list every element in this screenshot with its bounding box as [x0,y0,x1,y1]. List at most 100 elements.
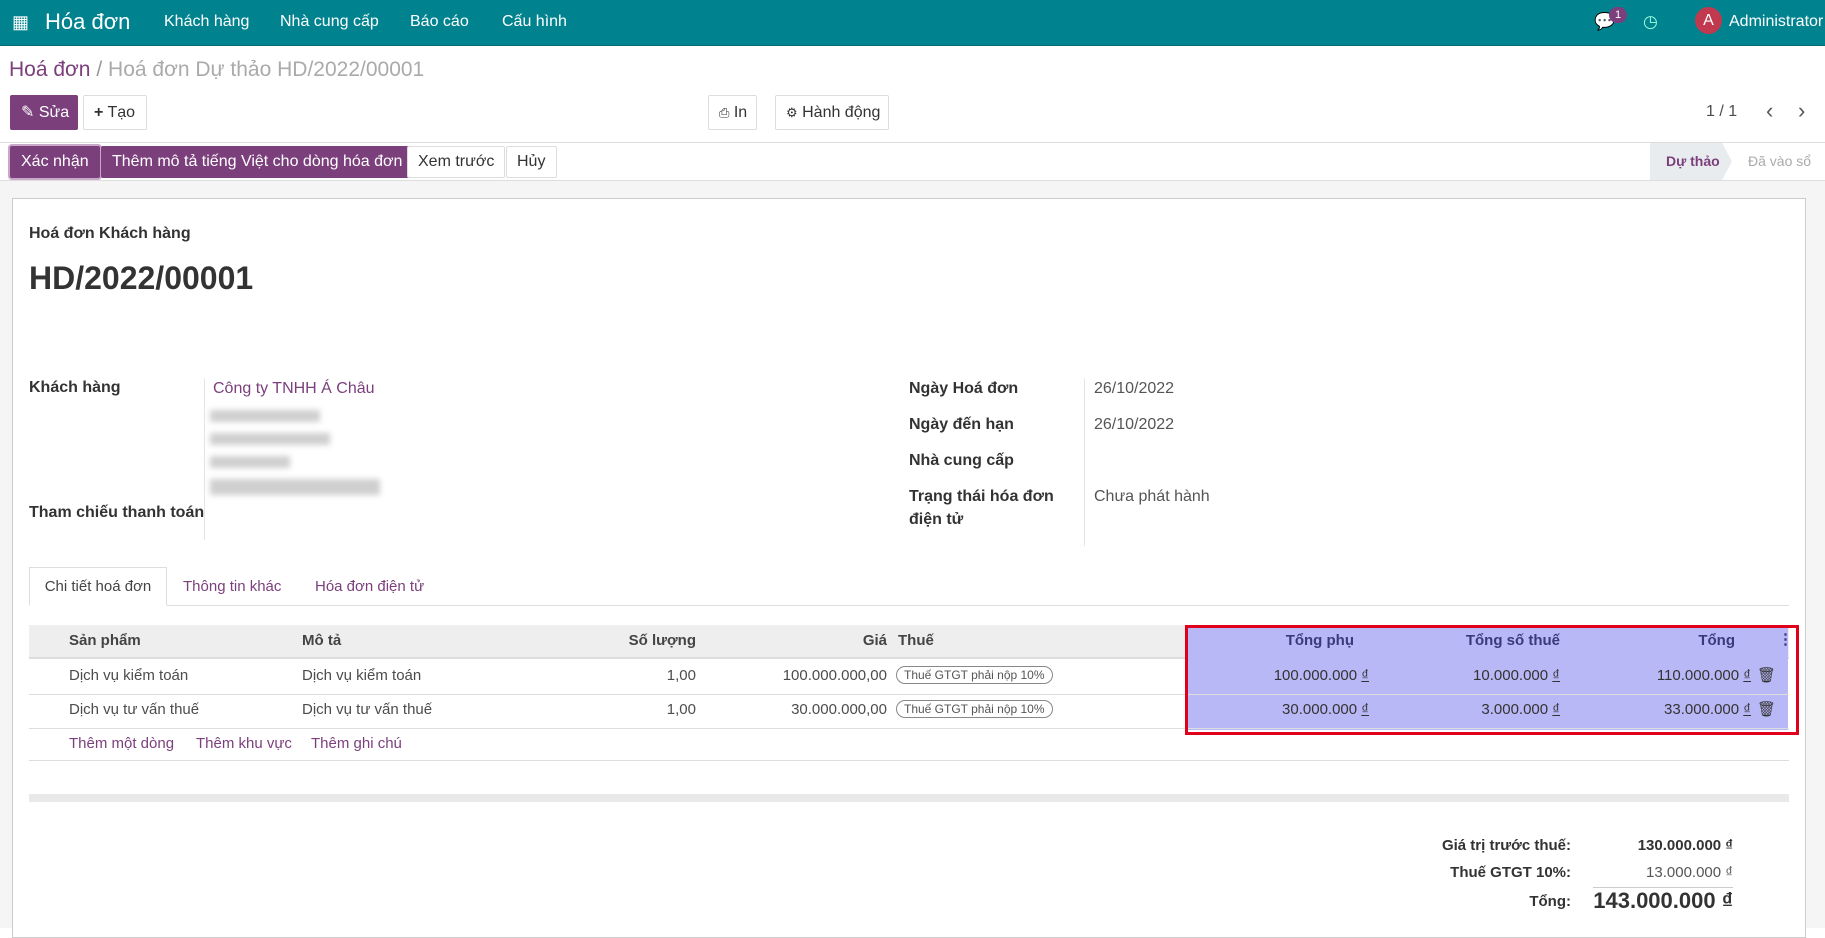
column-options-icon[interactable]: ⋮ [1778,631,1793,648]
cell-price: 100.000.000,00 [782,667,887,684]
print-button[interactable]: ⎙ In [708,95,757,130]
chat-icon[interactable]: 💬 [1594,12,1616,31]
highlight-box [1185,625,1799,735]
create-button[interactable]: + Tạo [83,95,147,130]
header-description[interactable]: Mô tả [302,632,342,649]
cell-price: 30.000.000,00 [791,701,887,718]
trash-icon[interactable]: 🗑 [1757,667,1777,684]
header-total[interactable]: Tổng [1698,632,1735,649]
avatar[interactable]: A [1695,7,1722,34]
cell-total: 110.000.000 ₫ [1656,667,1751,684]
tab-invoice-lines[interactable]: Chi tiết hoá đơn [29,567,167,606]
print-label: In [733,104,748,121]
header-product[interactable]: Sản phẩm [69,632,141,649]
breadcrumb-parent[interactable]: Hoá đơn [9,58,91,81]
header-tax-amount[interactable]: Tổng số thuế [1465,632,1560,649]
menu-khach-hang[interactable]: Khách hàng [164,13,250,30]
tab-e-invoice[interactable]: Hóa đơn điện tử [315,578,425,595]
total-amount: 143.000.000 ₫ [1593,887,1733,913]
pencil-icon: ✎ [21,104,35,121]
header-quantity[interactable]: Số lượng [628,632,696,649]
print-icon: ⎙ [719,105,730,120]
breadcrumb-current: Hoá đơn Dự thảo HD/2022/00001 [108,58,425,81]
row-divider [29,728,1789,729]
plus-icon: + [94,104,104,121]
preview-button[interactable]: Xem trước [407,146,506,178]
edit-label: Sửa [38,104,70,121]
einvoice-status-label: Trạng thái hóa đơn [909,488,1054,505]
cell-description: Dịch vụ tư vấn thuế [302,701,433,718]
customer-link[interactable]: Công ty TNHH Á Châu [213,380,375,397]
field-separator [1084,378,1085,546]
customer-label: Khách hàng [29,379,121,396]
tabs-border [29,605,1789,606]
cancel-button[interactable]: Hủy [506,146,557,178]
add-vietnamese-description-button[interactable]: Thêm mô tả tiếng Việt cho dòng hóa đơn [101,146,414,178]
invoice-number: HD/2022/00001 [29,260,254,296]
menu-nha-cung-cap[interactable]: Nhà cung cấp [280,13,379,30]
action-button[interactable]: ⚙ Hành động [775,95,889,130]
supplier-label: Nhà cung cấp [909,452,1014,469]
top-navbar: ▦ Hóa đơn Khách hàng Nhà cung cấp Báo cá… [0,0,1825,46]
trash-icon[interactable]: 🗑 [1757,701,1777,718]
cell-description: Dịch vụ kiểm toán [302,667,422,684]
user-name[interactable]: Administrator [1729,13,1824,30]
header-price[interactable]: Giá [862,632,887,649]
tax-badge: Thuế GTGT phải nộp 10% [896,666,1053,684]
chat-count-badge: 1 [1609,7,1627,23]
vat-label: Thuế GTGT 10%: [1450,864,1571,881]
cell-tax-amount: 3.000.000 ₫ [1481,701,1560,718]
payment-reference-label: Tham chiếu thanh toán [29,504,205,521]
status-stage-posted[interactable]: Đã vào sổ [1748,153,1812,169]
tab-other-info[interactable]: Thông tin khác [183,578,282,595]
breadcrumb: Hoá đơn / Hoá đơn Dự thảo HD/2022/00001 [9,58,424,82]
tax-badge: Thuế GTGT phải nộp 10% [896,700,1053,718]
invoice-date-label: Ngày Hoá đơn [909,380,1019,397]
add-note-link[interactable]: Thêm ghi chú [311,735,402,752]
cell-subtotal: 30.000.000 ₫ [1282,701,1369,718]
create-label: Tạo [107,104,136,121]
untaxed-label: Giá trị trước thuế: [1441,837,1571,854]
einvoice-status-label-2: điện tử [909,511,964,528]
clock-icon[interactable]: ◷ [1643,12,1658,31]
cell-total: 33.000.000 ₫ [1664,701,1751,718]
add-section-link[interactable]: Thêm khu vực [196,735,292,752]
chevron-right-icon[interactable]: › [1798,98,1806,123]
status-stage-draft[interactable]: Dự thảo [1650,143,1732,180]
edit-button[interactable]: ✎ Sửa [10,95,78,130]
invoice-date-value[interactable]: 26/10/2022 [1094,380,1175,397]
table-footer-bar [29,794,1789,802]
cell-product: Dịch vụ tư vấn thuế [69,701,200,718]
breadcrumb-separator: / [96,58,103,81]
highlight-area [1186,626,1788,730]
due-date-label: Ngày đến hạn [909,416,1014,433]
app-title[interactable]: Hóa đơn [45,9,131,34]
cell-quantity: 1,00 [666,667,696,684]
cell-subtotal: 100.000.000 ₫ [1273,667,1369,684]
form-sheet [12,198,1806,938]
cell-tax-amount: 10.000.000 ₫ [1473,667,1560,684]
total-label: Tổng: [1529,893,1571,910]
action-label: Hành động [802,104,881,121]
chevron-left-icon[interactable]: ‹ [1766,98,1774,123]
confirm-button[interactable]: Xác nhận [10,146,100,178]
header-subtotal[interactable]: Tổng phụ [1285,632,1354,649]
invoice-type: Hoá đơn Khách hàng [29,225,191,242]
menu-cau-hinh[interactable]: Cấu hình [502,13,567,30]
add-line-link[interactable]: Thêm một dòng [69,735,175,752]
vat-amount: 13.000.000 ₫ [1646,864,1733,881]
header-tax[interactable]: Thuế [898,632,934,649]
einvoice-status-value: Chưa phát hành [1094,488,1210,505]
gear-icon: ⚙ [786,105,798,120]
cell-quantity: 1,00 [666,701,696,718]
field-separator [204,378,205,540]
row-divider [29,760,1789,761]
cell-product: Dịch vụ kiểm toán [69,667,189,684]
untaxed-amount: 130.000.000 ₫ [1637,837,1733,854]
row-divider [29,694,1789,695]
divider [0,142,1825,143]
apps-menu-icon[interactable]: ▦ [12,12,30,32]
pager[interactable]: 1 / 1 [1706,103,1738,120]
menu-bao-cao[interactable]: Báo cáo [410,13,469,30]
due-date-value[interactable]: 26/10/2022 [1094,416,1175,433]
